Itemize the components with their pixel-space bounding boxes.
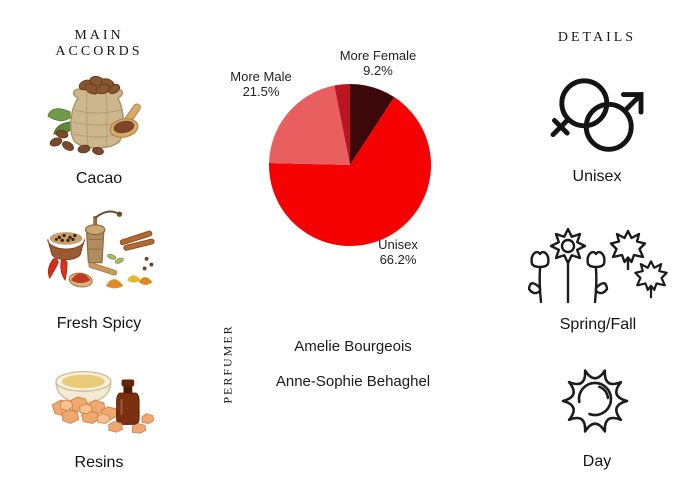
pie-label-more-female: More Female 9.2% (330, 48, 426, 78)
unisex-icon-graphic (550, 78, 644, 152)
gender-pie-chart (269, 84, 432, 247)
accord-label-cacao: Cacao (75, 170, 123, 187)
pie-slice-more-male (269, 85, 350, 165)
detail-label-unisex: Unisex (572, 168, 622, 185)
resin-bowl-bottle-photo (42, 358, 160, 442)
pie-slice-unlabeled (334, 84, 350, 165)
cacao-beans-sack-photo (40, 60, 160, 164)
pie-slice-unisex (269, 97, 432, 247)
pie-label-more-male: More Male 21.5% (213, 69, 309, 99)
pie-label-more-male-pct: 21.5% (242, 84, 280, 99)
pie-label-more-female-name: More Female (339, 48, 417, 63)
accord-label-resins: Resins (74, 454, 124, 471)
detail-label-spring-fall: Spring/Fall (559, 316, 637, 333)
day-sun-icon (560, 366, 630, 436)
detail-label-day: Day (582, 453, 612, 470)
accord-label-fresh-spicy: Fresh Spicy (56, 315, 142, 332)
details-title: DETAILS (557, 30, 637, 45)
pie-label-more-male-name: More Male (230, 69, 292, 84)
pie-label-unisex-name: Unisex (378, 237, 418, 252)
pie-label-unisex-pct: 66.2% (379, 252, 417, 267)
spring-fall-icon (528, 224, 668, 308)
pie-label-unisex: Unisex 66.2% (350, 237, 446, 267)
resins-illustration (51, 370, 155, 434)
perfumer-title: PERFUMER (220, 324, 235, 404)
pie-slice-more-female (350, 84, 395, 165)
day-sun-icon-graphic (561, 369, 629, 433)
perfumer-name-1: Amelie Bourgeois (294, 338, 412, 355)
cacao-illustration (47, 75, 141, 156)
fresh-spicy-illustration (47, 210, 155, 289)
spring-fall-icon-graphic (528, 227, 668, 304)
pie-label-more-female-pct: 9.2% (363, 63, 393, 78)
unisex-gender-icon (545, 73, 650, 161)
perfumer-name-2: Anne-Sophie Behaghel (275, 373, 431, 390)
spices-assortment-photo (38, 202, 164, 300)
main-accords-title: MAIN ACCORDS (55, 28, 143, 59)
